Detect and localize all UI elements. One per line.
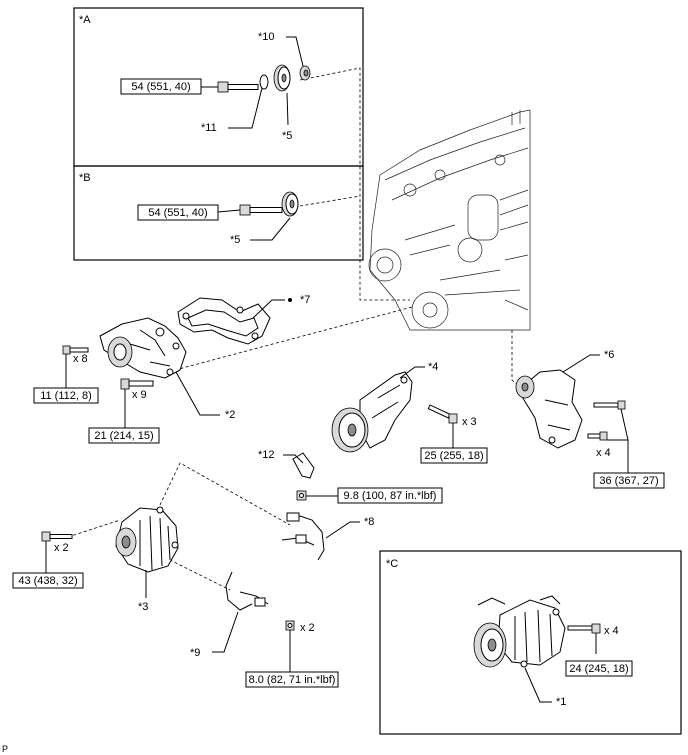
qty-idler: x 3 [462, 416, 477, 428]
qty-tensioner: x 4 [596, 447, 611, 459]
idler-bracket-bolt [427, 404, 458, 424]
leader-7 [252, 299, 285, 319]
guide-line-alternator-upper [159, 462, 291, 526]
inset-a-idler-pulley [273, 64, 291, 92]
qty-wire: x 2 [300, 622, 315, 634]
torque-box-compressor [565, 660, 633, 677]
callout-12: *12 [258, 449, 275, 461]
compressor-assembly [473, 595, 566, 668]
torque-wire: 8.0 (82, 71 in.*lbf) [249, 674, 336, 686]
callout-5a: *5 [282, 130, 292, 142]
callout-10: *10 [258, 31, 275, 43]
inset-a-bolt [217, 81, 259, 93]
water-pump [99, 317, 187, 379]
terminal-nut [296, 490, 307, 501]
inset-c-frame [379, 550, 682, 735]
generator-wire-bolt [285, 620, 295, 631]
callout-11: *11 [201, 122, 217, 134]
torque-idler: 25 (255, 18) [424, 450, 483, 462]
water-pump-gasket [177, 297, 271, 345]
leader-torque-b [217, 209, 241, 213]
torque-box-a [120, 78, 202, 95]
leader-5a [286, 92, 289, 126]
leader-5b [250, 217, 291, 241]
torque-box-idler [420, 447, 488, 464]
leader-8 [325, 521, 360, 539]
torque-alternator: 43 (438, 32) [18, 575, 77, 587]
torque-hose: 9.8 (100, 87 in.*lbf) [344, 490, 437, 502]
gasket-new-part-dot [288, 298, 292, 302]
inset-a-label: *A [79, 14, 91, 26]
inset-b-idler-pulley [281, 191, 299, 217]
qty-pump-small: x 8 [73, 353, 88, 365]
leader-6 [562, 354, 600, 373]
compressor-bolt [567, 623, 601, 634]
torque-box-tensioner [593, 472, 665, 489]
torque-box-pump-small [33, 387, 99, 404]
leader-10 [286, 36, 304, 67]
leader-1 [524, 667, 552, 703]
torque-box-pump-large [88, 427, 160, 444]
callout-9: *9 [190, 647, 200, 659]
callout-2: *2 [225, 409, 235, 421]
guide-line-alternator-lower [149, 549, 231, 591]
terminal-cover [292, 452, 315, 479]
inset-c-label: *C [386, 558, 398, 570]
torque-a: 54 (551, 40) [131, 81, 190, 93]
torque-box-wire [245, 671, 339, 688]
callout-4: *4 [428, 361, 438, 373]
tensioner-bolt-long [593, 400, 626, 410]
guide-line-alt-bolt [67, 519, 121, 538]
torque-tensioner: 36 (367, 27) [599, 475, 658, 487]
generator-bolt [41, 531, 73, 542]
leader-9 [212, 611, 239, 653]
torque-pump-small: 11 (112, 8) [40, 390, 92, 402]
callout-3: *3 [138, 601, 148, 613]
torque-b: 54 (551, 40) [148, 207, 207, 219]
callout-6: *6 [604, 349, 614, 361]
callout-7: *7 [300, 294, 310, 306]
torque-box-b [137, 204, 219, 221]
qty-alternator: x 2 [54, 542, 69, 554]
inset-b-frame [73, 165, 364, 261]
inset-b-label: *B [79, 172, 91, 184]
engine-block-illustration [368, 109, 531, 331]
callout-8: *8 [364, 516, 374, 528]
leader-4 [399, 366, 425, 379]
belt-tensioner [515, 369, 583, 449]
guide-line-a [299, 67, 410, 301]
qty-pump-large: x 9 [132, 389, 147, 401]
leader-2 [175, 371, 220, 416]
generator-wire [225, 571, 269, 611]
inset-b-bolt [239, 204, 283, 216]
guide-line-pump [174, 306, 413, 371]
generator-assembly [115, 506, 179, 573]
torque-pump-large: 21 (214, 15) [94, 430, 153, 442]
wire-harness [281, 512, 325, 561]
callout-1: *1 [556, 696, 566, 708]
pump-bolt-large [120, 378, 154, 390]
guide-line-b [299, 195, 361, 207]
tensioner-bolt-short [587, 431, 608, 441]
leader-11 [228, 87, 263, 129]
guide-line-tensioner [511, 330, 529, 396]
leader-tensioner-a [620, 408, 629, 473]
torque-compressor: 24 (245, 18) [569, 663, 628, 675]
torque-box-alternator [12, 572, 84, 589]
inset-a-cover [299, 65, 311, 81]
torque-box-hose [337, 487, 443, 504]
footer-marker: P [2, 744, 8, 754]
inset-a-washer [259, 74, 269, 90]
callout-5b: *5 [230, 234, 240, 246]
qty-compressor: x 4 [604, 625, 619, 637]
leader-12 [283, 454, 304, 464]
idler-pulley-bracket [331, 371, 413, 453]
